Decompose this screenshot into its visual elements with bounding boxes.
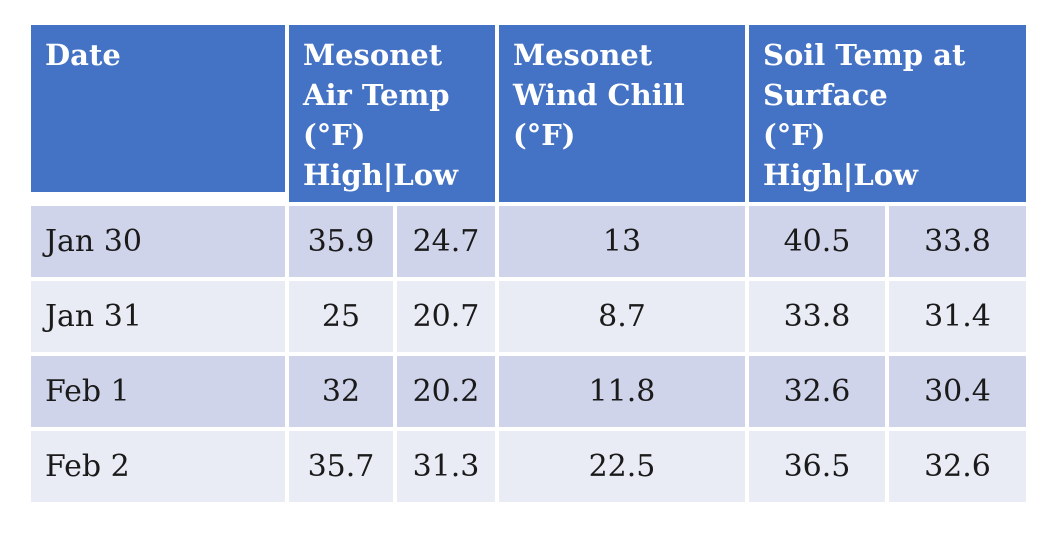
table-row-feb1: Feb 1 32 20.2 11.8 32.6 30.4 (31, 356, 1026, 427)
cell-date: Feb 2 (31, 431, 285, 502)
cell-soil-low: 32.6 (889, 431, 1026, 502)
cell-date: Feb 1 (31, 356, 285, 427)
header-date: Date (31, 25, 285, 202)
header-wind-chill: Mesonet Wind Chill (°F) (499, 25, 745, 202)
table-row-feb2: Feb 2 35.7 31.3 22.5 36.5 32.6 (31, 431, 1026, 502)
weather-table: Date Mesonet Air Temp (°F) High|Low Meso… (27, 21, 1030, 506)
table-row-jan30: Jan 30 35.9 24.7 13 40.5 33.8 (31, 206, 1026, 277)
cell-wind-chill: 13 (499, 206, 745, 277)
cell-air-low: 24.7 (397, 206, 495, 277)
cell-air-high: 35.9 (289, 206, 393, 277)
cell-air-low: 20.2 (397, 356, 495, 427)
cell-date: Jan 30 (31, 206, 285, 277)
cell-air-high: 32 (289, 356, 393, 427)
cell-soil-low: 33.8 (889, 206, 1026, 277)
cell-date: Jan 31 (31, 281, 285, 352)
cell-air-high: 35.7 (289, 431, 393, 502)
table-row-jan31: Jan 31 25 20.7 8.7 33.8 31.4 (31, 281, 1026, 352)
header-air-temp: Mesonet Air Temp (°F) High|Low (289, 25, 495, 202)
cell-soil-high: 40.5 (749, 206, 885, 277)
cell-air-low: 20.7 (397, 281, 495, 352)
header-row: Date Mesonet Air Temp (°F) High|Low Meso… (31, 25, 1026, 202)
cell-air-high: 25 (289, 281, 393, 352)
cell-soil-low: 30.4 (889, 356, 1026, 427)
cell-wind-chill: 11.8 (499, 356, 745, 427)
cell-soil-high: 33.8 (749, 281, 885, 352)
cell-air-low: 31.3 (397, 431, 495, 502)
cell-soil-high: 32.6 (749, 356, 885, 427)
header-soil-temp: Soil Temp at Surface (°F) High|Low (749, 25, 1026, 202)
cell-wind-chill: 8.7 (499, 281, 745, 352)
cell-soil-low: 31.4 (889, 281, 1026, 352)
cell-wind-chill: 22.5 (499, 431, 745, 502)
cell-soil-high: 36.5 (749, 431, 885, 502)
